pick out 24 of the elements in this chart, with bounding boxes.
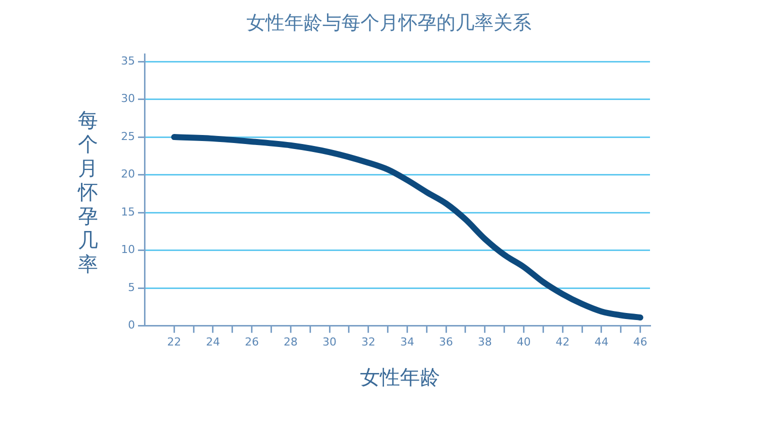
x-tick-label: 22 bbox=[167, 335, 182, 348]
x-tick-label: 34 bbox=[400, 335, 414, 348]
y-tick-label: 25 bbox=[120, 130, 135, 143]
y-tick-label: 35 bbox=[120, 54, 135, 68]
y-tick-label: 5 bbox=[128, 280, 135, 294]
x-tick-label: 30 bbox=[322, 335, 337, 348]
x-tick-label: 46 bbox=[633, 335, 648, 348]
x-tick-label: 28 bbox=[284, 335, 298, 348]
x-tick-label: 44 bbox=[594, 335, 608, 348]
x-tick-label: 32 bbox=[361, 335, 376, 348]
y-tick-label: 30 bbox=[120, 92, 135, 106]
chart-title: 女性年龄与每个月怀孕的几率关系 bbox=[246, 11, 532, 36]
x-tick-label: 26 bbox=[244, 335, 259, 348]
y-tick-label: 15 bbox=[120, 205, 135, 218]
x-tick-label: 42 bbox=[556, 335, 570, 348]
y-axis-title: 每个月怀孕几率 bbox=[76, 108, 99, 276]
x-axis-title: 女性年龄 bbox=[359, 364, 441, 391]
y-tick-label: 10 bbox=[120, 243, 135, 256]
y-tick-label: 0 bbox=[128, 318, 135, 332]
x-tick-label: 40 bbox=[516, 335, 531, 348]
x-tick-label: 38 bbox=[478, 335, 492, 348]
y-tick-label: 20 bbox=[120, 168, 135, 181]
x-tick-label: 36 bbox=[439, 335, 454, 348]
x-tick-label: 24 bbox=[206, 335, 220, 348]
